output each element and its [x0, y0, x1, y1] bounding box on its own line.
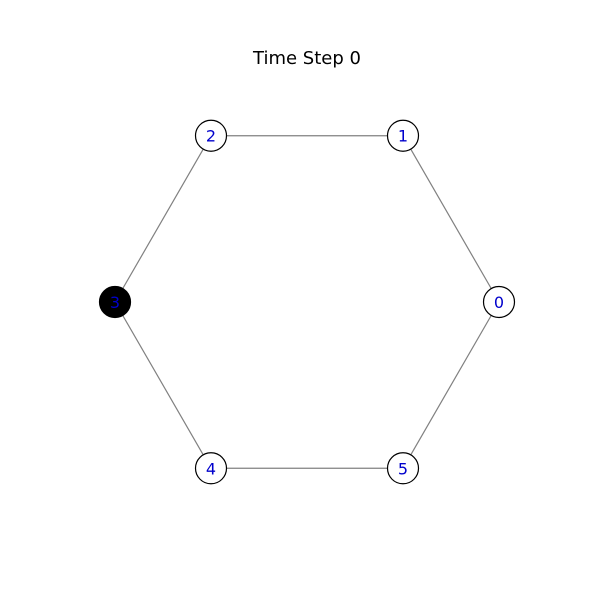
node-circle: [386, 452, 420, 485]
node-label: 1: [398, 127, 408, 146]
node-label: 4: [206, 459, 216, 478]
node-label: 3: [110, 293, 120, 312]
node-circle: [482, 285, 516, 319]
node-3: 3: [98, 285, 132, 319]
edge-layer: [114, 135, 500, 469]
node-0: 0: [482, 285, 516, 319]
edge-2-3: [114, 135, 212, 303]
edge-3-4: [114, 301, 212, 469]
edge-0-1: [402, 135, 500, 303]
node-layer: 0 1 2 3 4 5: [98, 119, 516, 485]
node-label: 0: [494, 293, 504, 312]
node-circle: [98, 285, 132, 319]
node-1: 1: [386, 119, 420, 152]
node-circle: [386, 119, 420, 152]
node-4: 4: [194, 452, 228, 485]
node-5: 5: [386, 452, 420, 485]
node-label: 2: [206, 127, 216, 146]
node-2: 2: [194, 119, 228, 152]
node-circle: [194, 452, 228, 485]
diagram-title: Time Step 0: [252, 48, 361, 69]
node-circle: [194, 119, 228, 152]
edge-5-0: [402, 301, 500, 469]
node-label: 5: [398, 459, 408, 478]
